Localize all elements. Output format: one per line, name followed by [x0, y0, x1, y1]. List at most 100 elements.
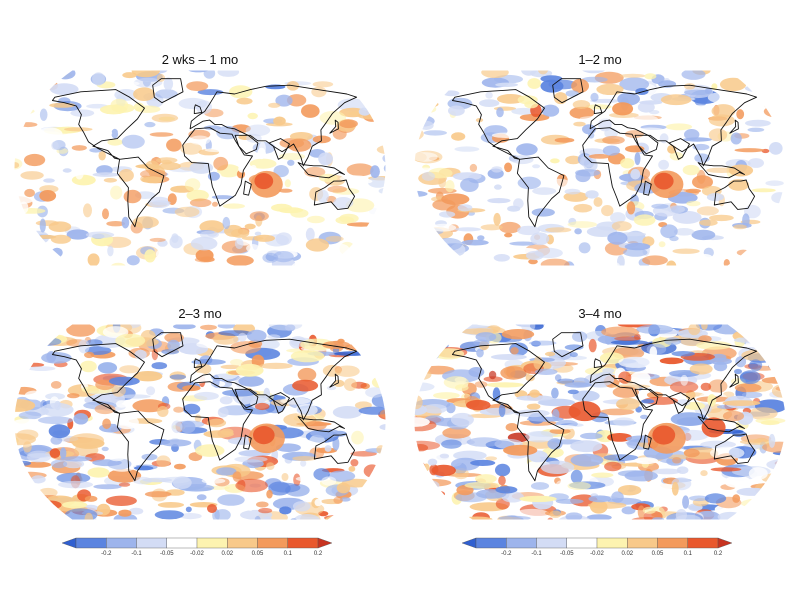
- anomaly-blob: [246, 329, 267, 342]
- anomaly-blob: [711, 104, 736, 118]
- anomaly-blob: [195, 363, 212, 375]
- anomaly-blob: [588, 338, 597, 353]
- anomaly-blob: [297, 367, 317, 382]
- coastline-europe-asia: [189, 338, 358, 421]
- anomaly-blob: [496, 107, 504, 118]
- anomaly-blob: [151, 362, 168, 370]
- anomaly-blob: [82, 117, 92, 129]
- anomaly-blob: [142, 477, 173, 483]
- coastline-uk: [193, 104, 203, 115]
- anomaly-blob: [740, 498, 780, 509]
- anomaly-blob: [74, 166, 84, 180]
- anomaly-blob: [118, 509, 132, 517]
- anomaly-blob: [66, 229, 90, 240]
- anomaly-blob: [588, 495, 612, 503]
- anomaly-blob: [614, 336, 642, 341]
- anomaly-blob: [504, 162, 513, 173]
- anomaly-field: [14, 324, 386, 520]
- anomaly-blob: [46, 351, 57, 363]
- anomaly-blob: [43, 178, 55, 183]
- anomaly-blob: [728, 179, 749, 191]
- coastline-north-america: [51, 89, 145, 160]
- anomaly-blob: [234, 456, 268, 463]
- anomaly-blob: [50, 459, 68, 469]
- anomaly-blob: [660, 224, 678, 239]
- anomaly-blob: [498, 515, 531, 520]
- anomaly-blob: [415, 241, 447, 253]
- anomaly-blob: [372, 237, 386, 248]
- anomaly-blob: [781, 357, 786, 367]
- anomaly-blob: [126, 255, 140, 266]
- anomaly-blob: [671, 481, 679, 496]
- anomaly-blob: [503, 444, 538, 456]
- anomaly-blob: [579, 116, 607, 121]
- anomaly-blob: [271, 203, 292, 212]
- anomaly-blob: [530, 482, 550, 490]
- colorbar-tick-label: -0.2: [101, 551, 112, 557]
- anomaly-blob: [414, 212, 421, 218]
- anomaly-blob: [356, 74, 384, 87]
- anomaly-blob: [50, 436, 63, 445]
- anomaly-blob: [624, 130, 644, 139]
- anomaly-blob: [33, 250, 42, 264]
- anomaly-blob: [14, 473, 23, 486]
- anomaly-blob: [290, 208, 309, 218]
- anomaly-blob: [770, 232, 783, 244]
- coastline-arabia: [634, 134, 659, 155]
- anomaly-blob: [380, 409, 386, 419]
- anomaly-blob: [691, 229, 716, 241]
- map-panel-4: 3–4 mo: [410, 306, 790, 526]
- anomaly-blob: [326, 243, 350, 255]
- anomaly-blob: [433, 392, 460, 399]
- anomaly-blob: [765, 180, 784, 186]
- colorbar-swatch: [196, 537, 228, 549]
- anomaly-blob: [156, 455, 171, 467]
- anomaly-blob: [50, 381, 62, 389]
- anomaly-blob: [454, 227, 482, 232]
- anomaly-blob: [87, 467, 110, 478]
- anomaly-blob: [348, 420, 382, 433]
- anomaly-blob: [430, 223, 457, 232]
- anomaly-blob: [419, 86, 447, 92]
- anomaly-blob: [751, 188, 776, 193]
- anomaly-blob: [14, 481, 30, 489]
- anomaly-blob: [525, 374, 535, 382]
- anomaly-blob: [708, 114, 735, 127]
- anomaly-blob: [612, 102, 634, 116]
- colorbar-swatch: [166, 537, 198, 549]
- anomaly-blob: [596, 83, 624, 95]
- coastline-africa: [182, 381, 253, 461]
- anomaly-blob: [479, 99, 500, 107]
- anomaly-blob: [305, 227, 315, 241]
- anomaly-blob: [253, 234, 275, 242]
- anomaly-blob: [266, 462, 275, 470]
- anomaly-blob: [427, 458, 438, 466]
- anomaly-blob: [27, 324, 35, 328]
- anomaly-blob: [481, 70, 509, 78]
- anomaly-blob: [620, 158, 635, 169]
- anomaly-blob: [45, 393, 66, 400]
- anomaly-blob: [50, 83, 79, 96]
- anomaly-blob: [452, 172, 482, 181]
- anomaly-blob: [352, 80, 381, 85]
- anomaly-blob: [51, 141, 59, 150]
- anomaly-blob: [728, 164, 754, 177]
- colorbar-swatch: [506, 537, 537, 549]
- anomaly-blob: [519, 495, 557, 503]
- anomaly-blob: [379, 227, 386, 233]
- anomaly-blob: [430, 74, 450, 87]
- anomaly-blob: [273, 251, 294, 263]
- anomaly-blob: [192, 73, 204, 81]
- coastline-north-america: [451, 343, 545, 414]
- anomaly-blob: [87, 253, 100, 266]
- anomaly-blob: [762, 332, 786, 338]
- anomaly-blob: [732, 494, 741, 503]
- anomaly-blob: [110, 185, 123, 200]
- anomaly-blob: [688, 104, 711, 115]
- anomaly-blob: [91, 128, 113, 138]
- anomaly-blob: [230, 359, 244, 366]
- anomaly-blob: [446, 402, 456, 414]
- anomaly-blob: [107, 245, 114, 257]
- anomaly-blob: [524, 100, 539, 109]
- anomaly-blob: [322, 341, 351, 349]
